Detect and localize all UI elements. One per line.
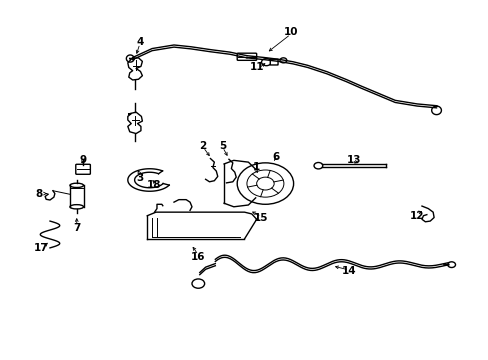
FancyBboxPatch shape	[237, 53, 256, 60]
Text: 10: 10	[283, 27, 297, 37]
FancyBboxPatch shape	[270, 59, 278, 65]
Ellipse shape	[70, 204, 83, 209]
Circle shape	[261, 59, 271, 66]
Ellipse shape	[70, 183, 83, 188]
Text: 14: 14	[341, 266, 356, 276]
Text: 9: 9	[80, 156, 86, 165]
Text: 13: 13	[346, 156, 361, 165]
Text: 2: 2	[199, 141, 206, 151]
Text: 1: 1	[252, 162, 260, 172]
Text: 4: 4	[136, 37, 143, 48]
Circle shape	[237, 163, 293, 204]
Text: 3: 3	[136, 173, 143, 183]
Circle shape	[192, 279, 204, 288]
Circle shape	[246, 170, 284, 197]
Text: 15: 15	[254, 212, 268, 222]
Text: 6: 6	[272, 152, 279, 162]
Circle shape	[447, 262, 455, 267]
Text: 16: 16	[191, 252, 205, 262]
Text: 17: 17	[34, 243, 48, 253]
Text: 18: 18	[147, 180, 162, 190]
Text: 7: 7	[73, 223, 81, 233]
Circle shape	[256, 177, 274, 190]
FancyBboxPatch shape	[76, 164, 90, 174]
Circle shape	[313, 162, 322, 169]
Text: 12: 12	[409, 211, 424, 221]
Circle shape	[280, 58, 286, 63]
Text: 8: 8	[36, 189, 43, 199]
Text: 5: 5	[219, 141, 226, 151]
Text: 11: 11	[249, 63, 264, 72]
